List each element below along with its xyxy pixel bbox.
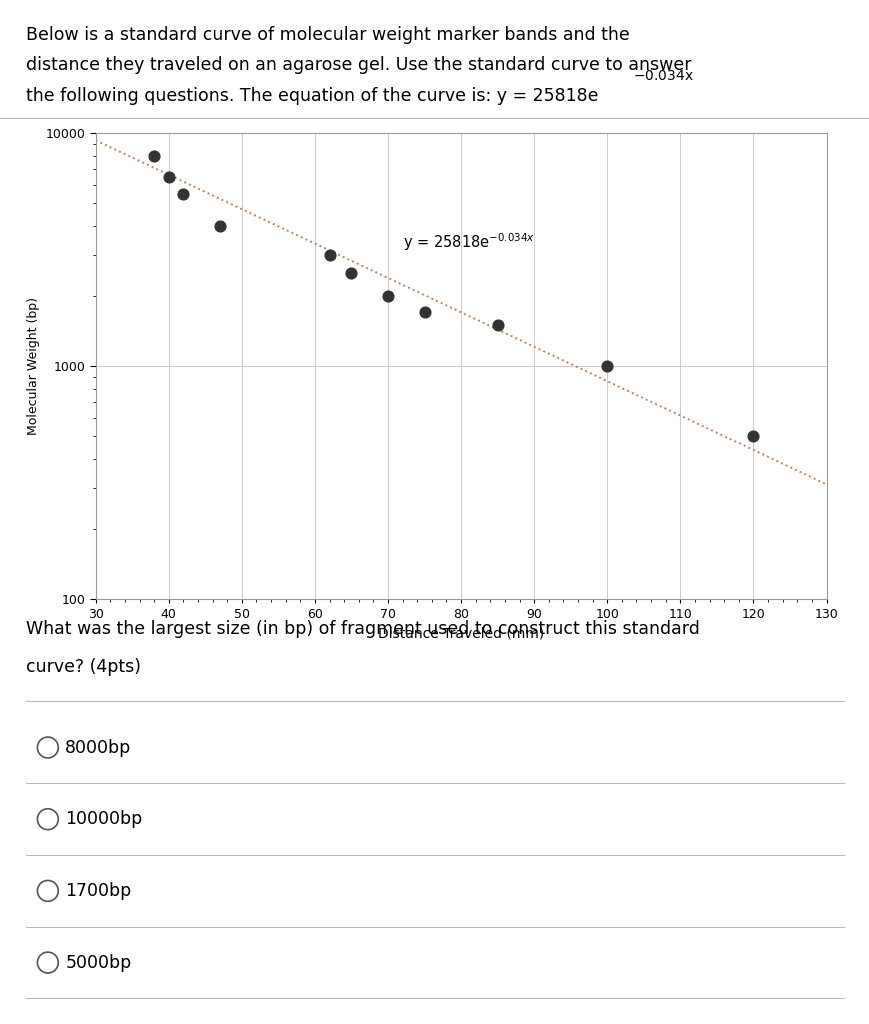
Point — [381, 288, 395, 304]
Text: Below is a standard curve of molecular weight marker bands and the: Below is a standard curve of molecular w… — [26, 26, 629, 44]
X-axis label: Distance Traveled (mm): Distance Traveled (mm) — [377, 627, 544, 641]
Point — [746, 428, 760, 444]
Point — [417, 304, 431, 321]
Point — [147, 147, 161, 164]
Text: the following questions. The equation of the curve is: y = 25818e: the following questions. The equation of… — [26, 87, 598, 105]
Point — [490, 316, 504, 333]
Point — [162, 169, 176, 185]
Text: 10000bp: 10000bp — [65, 810, 143, 828]
Text: distance they traveled on an agarose gel. Use the standard curve to answer: distance they traveled on an agarose gel… — [26, 56, 691, 75]
Text: 5000bp: 5000bp — [65, 953, 131, 972]
Point — [322, 247, 336, 263]
Text: y = 25818e$^{-0.034x}$: y = 25818e$^{-0.034x}$ — [402, 231, 534, 253]
Point — [213, 218, 227, 234]
Text: 1700bp: 1700bp — [65, 882, 131, 900]
Text: curve? (4pts): curve? (4pts) — [26, 658, 141, 677]
Y-axis label: Molecular Weight (bp): Molecular Weight (bp) — [27, 297, 40, 435]
Text: $\mathregular{-0.034x}$: $\mathregular{-0.034x}$ — [633, 69, 693, 83]
Point — [600, 358, 614, 375]
Text: What was the largest size (in bp) of fragment used to construct this standard: What was the largest size (in bp) of fra… — [26, 620, 700, 638]
Point — [176, 185, 190, 202]
Text: 8000bp: 8000bp — [65, 738, 131, 757]
Point — [344, 265, 358, 282]
